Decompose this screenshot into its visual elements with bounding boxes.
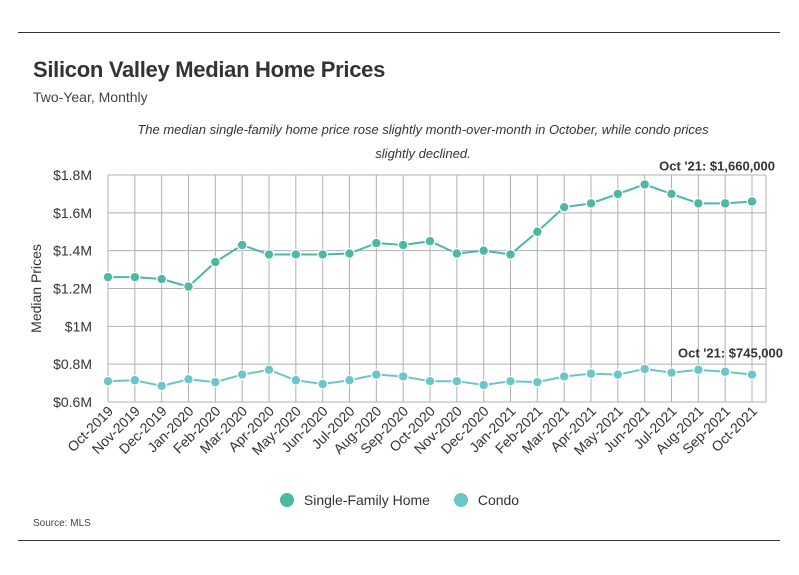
data-point-condo [263,364,275,376]
data-point-single-family [719,197,731,209]
data-point-condo [156,380,168,392]
chart-title: Silicon Valley Median Home Prices [33,57,386,82]
data-point-single-family [558,201,570,213]
y-axis-label: Median Prices [28,244,44,333]
data-point-condo [612,369,624,380]
data-point-single-family [102,271,114,283]
chart-description: The median single-family home price rose… [137,122,709,161]
y-tick-label: $1M [65,318,92,334]
data-point-condo [183,373,194,385]
source-note: Source: MLS [33,518,91,529]
data-point-single-family [183,281,194,293]
data-point-single-family [746,196,758,207]
data-point-single-family [129,271,141,283]
data-point-single-family [666,188,677,200]
data-point-condo [317,378,329,390]
data-point-condo [692,364,704,376]
legend-item-single-family: Single-Family Home [279,492,430,508]
annotation-condo: Oct '21: $745,000 [678,346,783,361]
y-tick-label: $1.2M [53,281,92,297]
data-point-single-family [317,249,329,260]
data-point-condo [666,367,677,379]
data-point-single-family [585,197,597,209]
data-point-condo [397,371,409,382]
data-point-single-family [236,239,248,251]
data-point-condo [102,375,114,387]
data-point-single-family [263,249,275,260]
legend-marker-single-family [279,493,294,507]
data-point-single-family [370,237,382,249]
data-point-single-family [639,179,651,190]
data-point-condo [209,376,221,388]
y-tick-label: $0.6M [53,394,92,410]
legend-item-condo: Condo [453,492,520,508]
chart-subtitle: Two-Year, Monthly [33,89,148,105]
data-point-condo [370,369,382,380]
legend-label-condo: Condo [477,492,520,508]
data-point-condo [505,375,516,387]
data-point-single-family [451,248,463,259]
data-point-condo [639,363,651,375]
data-point-single-family [424,235,436,247]
top-rule [18,32,780,33]
data-point-condo [129,374,141,386]
data-point-single-family [290,249,302,260]
data-point-condo [236,369,248,380]
data-point-single-family [397,239,409,251]
y-tick-label: $0.8M [53,356,92,372]
legend-label-single-family: Single-Family Home [303,492,430,508]
y-tick-label: $1.6M [53,205,92,221]
data-point-single-family [156,273,168,285]
data-point-condo [585,368,597,380]
data-point-single-family [505,249,516,260]
data-point-single-family [531,226,543,238]
annotation-single-family: Oct '21: $1,660,000 [659,158,775,173]
legend-marker-condo [453,493,468,507]
y-tick-label: $1.8M [53,167,92,183]
data-point-condo [558,371,570,382]
data-point-single-family [209,256,221,268]
y-tick-label: $1.4M [53,243,92,259]
data-point-single-family [478,245,490,257]
data-point-single-family [344,248,355,259]
data-point-condo [451,375,463,387]
legend: Single-Family Home Condo [0,492,799,510]
data-point-single-family [612,188,624,200]
data-point-condo [344,374,355,386]
data-point-condo [746,369,758,380]
data-point-single-family [692,197,704,209]
bottom-rule [18,540,780,541]
data-point-condo [719,366,731,378]
data-point-condo [290,374,302,386]
data-point-condo [478,379,490,391]
data-point-condo [531,376,543,388]
data-point-condo [424,375,436,387]
